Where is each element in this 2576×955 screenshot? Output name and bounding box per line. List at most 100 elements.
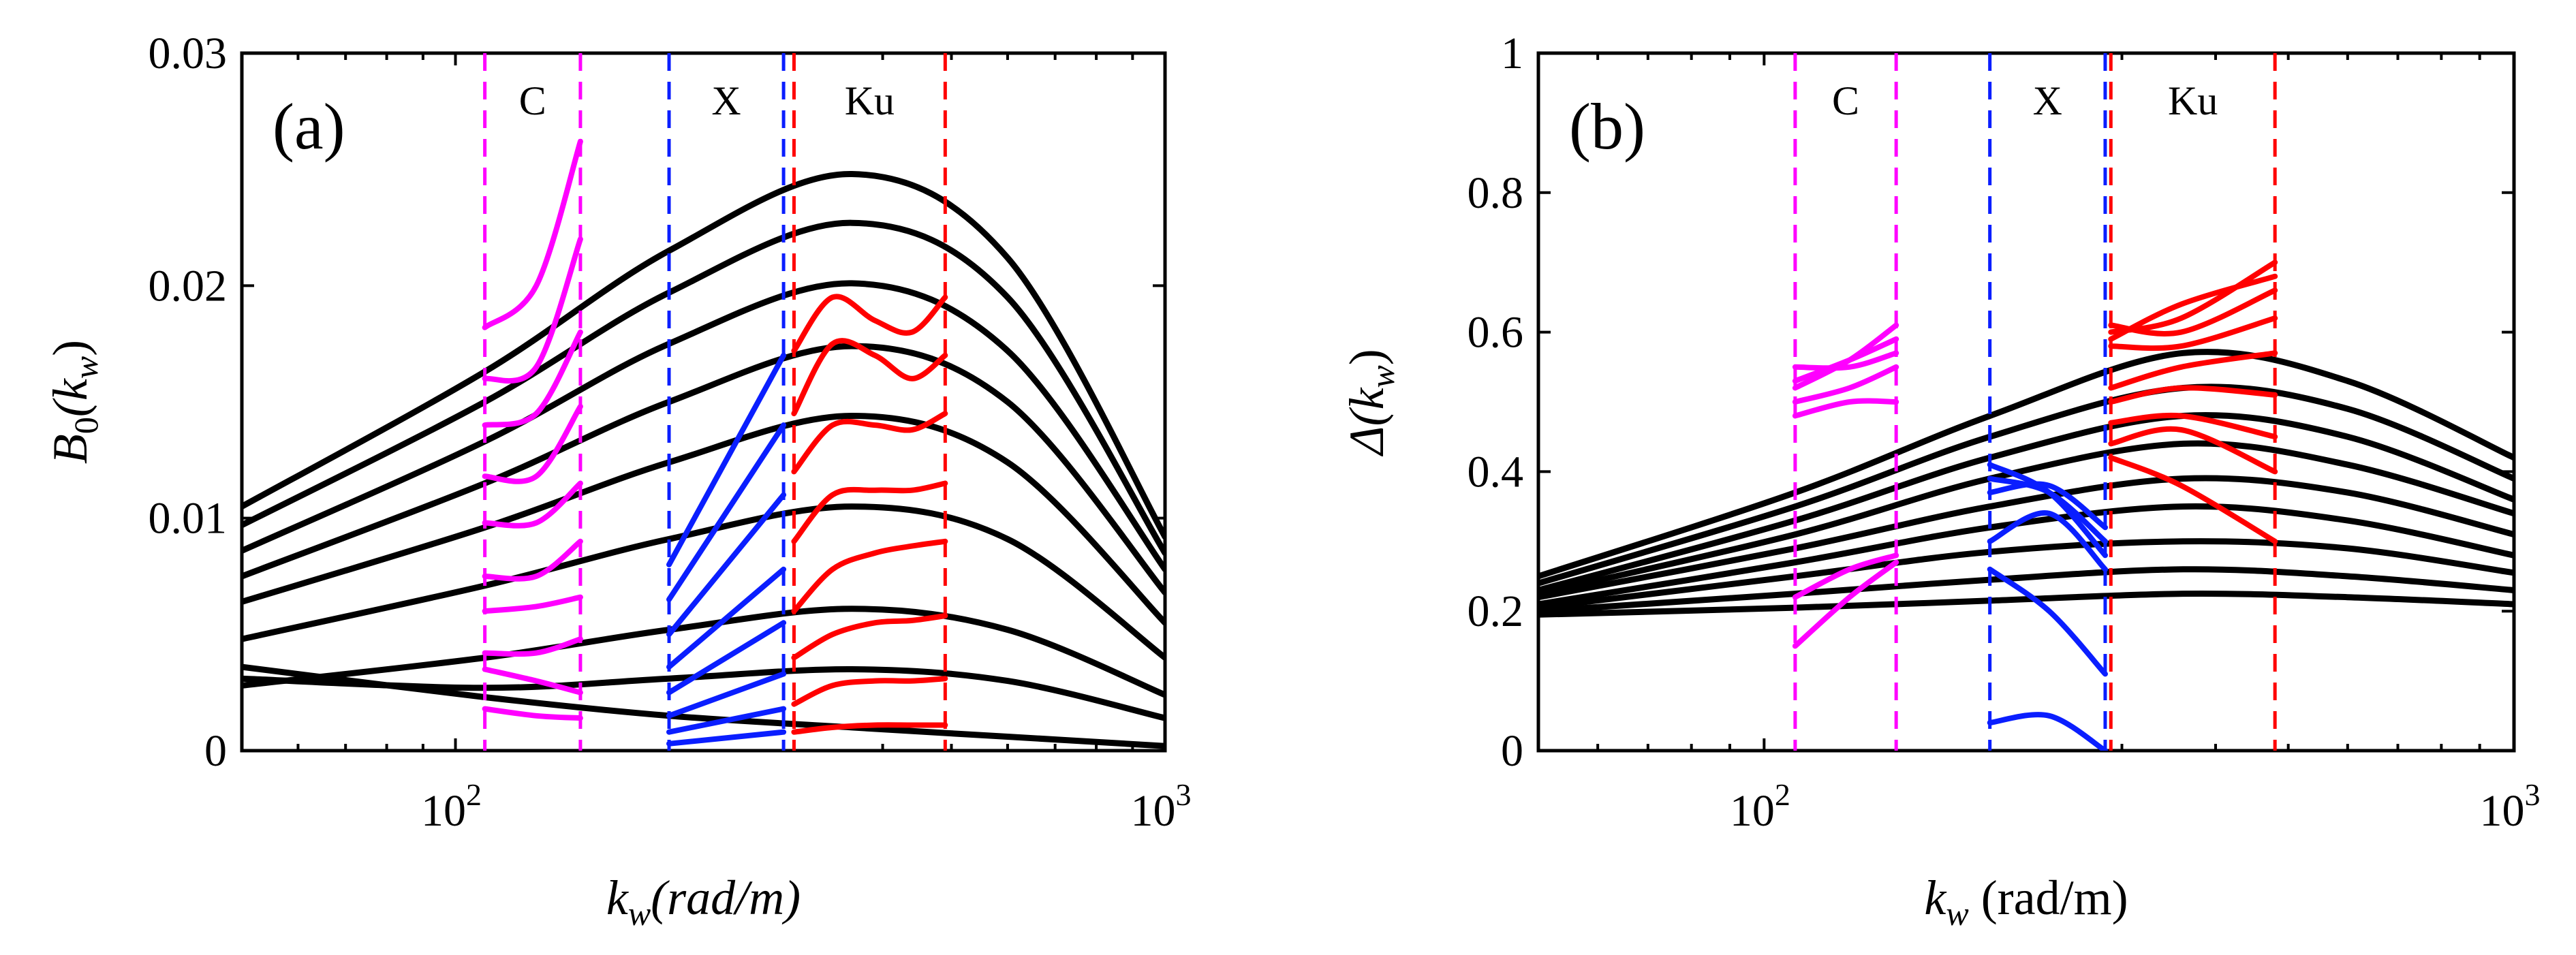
band-curve-C bbox=[482, 706, 583, 721]
band-curve-X bbox=[666, 706, 787, 735]
x-tick-label: 103 bbox=[2480, 777, 2541, 836]
data-layer bbox=[242, 138, 1165, 749]
band-curve-C bbox=[482, 538, 583, 582]
band-curve-X bbox=[1987, 475, 2108, 544]
band-curve-Ku bbox=[2108, 350, 2278, 391]
band-label-C: C bbox=[519, 78, 546, 123]
y-tick-label: 0.03 bbox=[149, 29, 228, 78]
band-curve-C bbox=[1792, 559, 1899, 649]
x-tick-label: 102 bbox=[421, 777, 482, 836]
band-curve-Ku bbox=[2108, 412, 2278, 440]
band-curve-C bbox=[482, 236, 583, 384]
y-label-symbol: B bbox=[43, 434, 97, 464]
model-curve bbox=[1538, 412, 2514, 593]
band-curve-Ku bbox=[791, 676, 948, 707]
x-tick-exponent: 3 bbox=[1176, 777, 1192, 812]
x-axis-label: kw (rad/m) bbox=[1924, 871, 2128, 933]
band-curve-Ku bbox=[791, 538, 948, 614]
band-curve-C bbox=[482, 636, 583, 657]
x-tick-exponent: 3 bbox=[2525, 777, 2541, 812]
band-curve-Ku bbox=[791, 294, 948, 354]
band-curve-C bbox=[482, 666, 583, 695]
band-curve-C bbox=[1792, 364, 1899, 405]
band-curve-C bbox=[1792, 398, 1899, 419]
band-curve-X bbox=[1987, 481, 2108, 531]
band-label-X: X bbox=[711, 78, 741, 123]
band-curve-X bbox=[666, 566, 787, 670]
band-curve-Ku bbox=[791, 613, 948, 661]
x-tick-label: 102 bbox=[1730, 777, 1790, 836]
band-curve-X bbox=[666, 729, 787, 747]
x-label-sub: w bbox=[628, 894, 651, 933]
band-label-X: X bbox=[2033, 78, 2062, 123]
band-curve-X bbox=[666, 620, 787, 695]
band-curve-X bbox=[666, 422, 787, 603]
y-label-sub2: w bbox=[67, 356, 105, 379]
band-label-Ku: Ku bbox=[2168, 78, 2218, 123]
x-label-unit: (rad/m) bbox=[651, 871, 801, 925]
y-label-symbol: Δ bbox=[1339, 426, 1394, 457]
y-tick-label: 0.01 bbox=[149, 494, 228, 544]
y-label-sub2: w bbox=[1363, 365, 1401, 388]
model-curve bbox=[242, 343, 1165, 596]
band-curve-Ku bbox=[2108, 287, 2278, 336]
model-curve bbox=[242, 219, 1165, 557]
plot-frame bbox=[240, 51, 1167, 753]
band-curve-Ku bbox=[791, 338, 948, 417]
x-label-unit: (rad/m) bbox=[1969, 871, 2128, 925]
band-curve-X bbox=[1987, 566, 2108, 677]
band-curve-X bbox=[666, 352, 787, 567]
y-tick-label: 0.8 bbox=[1468, 168, 1524, 218]
x-tick-base: 10 bbox=[421, 786, 466, 836]
band-label-Ku: Ku bbox=[845, 78, 895, 123]
band-curve-C bbox=[1792, 552, 1899, 600]
y-label-close: ) bbox=[43, 340, 97, 356]
band-curve-C bbox=[482, 594, 583, 614]
band-curve-X bbox=[666, 671, 787, 719]
band-curve-C bbox=[482, 480, 583, 529]
model-curve bbox=[1538, 538, 2514, 611]
model-curve bbox=[242, 606, 1165, 698]
y-label-close: ) bbox=[1339, 349, 1394, 365]
band-curve-X bbox=[666, 492, 787, 638]
x-tick-base: 10 bbox=[2480, 786, 2525, 836]
model-curve bbox=[1538, 383, 2514, 586]
model-curve bbox=[1538, 566, 2514, 614]
band-curve-X bbox=[1987, 712, 2108, 751]
y-tick-label: 0 bbox=[204, 726, 227, 776]
band-curve-C bbox=[482, 329, 583, 428]
model-curve bbox=[242, 666, 1165, 721]
model-curve bbox=[242, 413, 1165, 626]
band-curve-C bbox=[482, 138, 583, 330]
band-curve-C bbox=[1792, 336, 1899, 384]
band-label-C: C bbox=[1832, 78, 1859, 123]
y-tick-label: 1 bbox=[1501, 29, 1523, 78]
band-curve-Ku bbox=[2108, 454, 2278, 544]
x-label-symbol: k bbox=[1924, 871, 1947, 925]
band-curve-Ku bbox=[791, 411, 948, 475]
model-curve bbox=[242, 503, 1165, 661]
y-label-open: (k bbox=[1339, 387, 1394, 426]
band-curve-C bbox=[1792, 350, 1899, 371]
band-curve-Ku bbox=[2108, 426, 2278, 475]
model-curve bbox=[242, 170, 1165, 540]
plot-frame bbox=[1536, 51, 2516, 753]
x-tick-base: 10 bbox=[1730, 786, 1775, 836]
model-curve bbox=[242, 280, 1165, 573]
y-tick-label: 0.02 bbox=[149, 261, 228, 311]
panel-tag: (a) bbox=[273, 90, 345, 163]
x-label-symbol: k bbox=[606, 871, 630, 925]
band-curve-X bbox=[1987, 510, 2108, 572]
band-curve-C bbox=[482, 403, 583, 484]
x-label-sub: w bbox=[1946, 894, 1968, 933]
data-layer bbox=[1538, 260, 2514, 751]
y-tick-label: 0.2 bbox=[1468, 586, 1524, 636]
model-curve bbox=[242, 663, 1165, 749]
model-curve bbox=[1538, 440, 2514, 597]
x-tick-exponent: 2 bbox=[1775, 777, 1790, 812]
band-curve-Ku bbox=[2108, 385, 2278, 405]
y-tick-label: 0.6 bbox=[1468, 308, 1524, 358]
